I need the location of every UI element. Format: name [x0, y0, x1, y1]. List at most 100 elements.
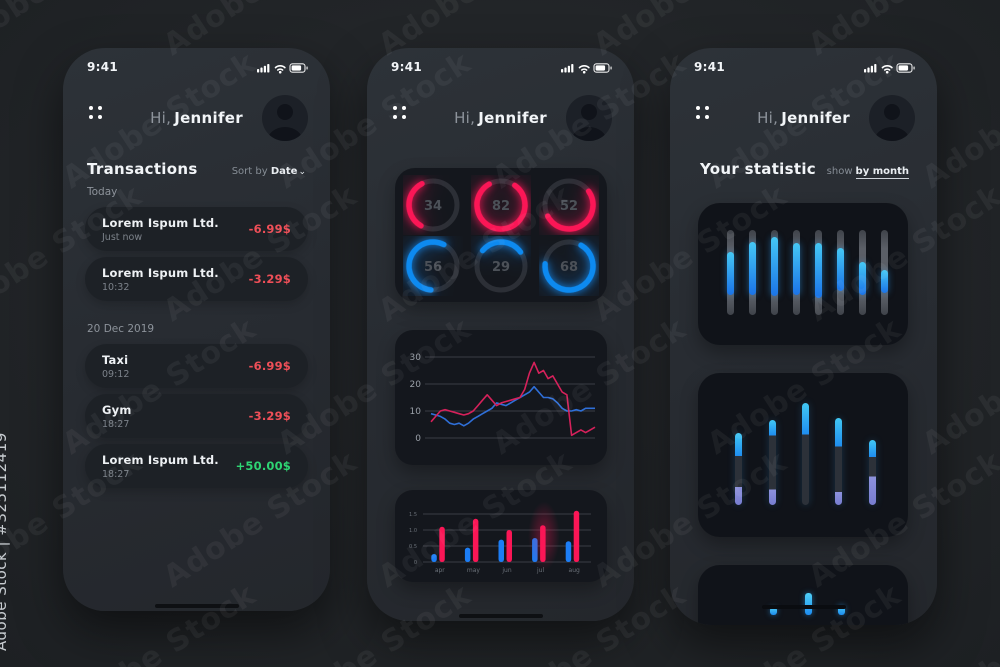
menu-icon[interactable] — [696, 106, 709, 119]
svg-text:0: 0 — [414, 560, 417, 566]
stock-id-watermark: Adobe Stock | #325112419 — [0, 432, 10, 651]
svg-text:20: 20 — [410, 380, 422, 390]
transaction-time: Just now — [102, 231, 143, 243]
svg-text:82: 82 — [492, 199, 510, 214]
gauge-52: 52 — [542, 177, 596, 232]
segment-bar-track — [748, 230, 756, 315]
svg-text:aug: aug — [569, 567, 580, 574]
svg-text:0: 0 — [415, 434, 421, 444]
segment-bars-card[interactable] — [698, 203, 908, 345]
transactions-section: 20 Dec 2019 Taxi 09:12 -6.99$ Gym 18:27 -3.29$… — [85, 323, 308, 488]
person-icon — [571, 104, 607, 141]
svg-text:1.5: 1.5 — [409, 512, 417, 518]
gauges-card[interactable]: 34 82 52 56 29 68 — [395, 168, 607, 302]
transactions-section: Today Lorem Ispum Ltd. Just now -6.99$ Lorem… — [85, 186, 308, 301]
mini-bar — [805, 593, 812, 615]
status-icons — [561, 59, 618, 78]
home-indicator[interactable] — [761, 605, 846, 609]
segment-bar-track — [814, 230, 822, 315]
gauge-grid: 34 82 52 56 29 68 — [399, 174, 603, 296]
segment-bar-fill — [770, 236, 778, 297]
transaction-item[interactable]: Taxi 09:12 -6.99$ — [85, 344, 308, 388]
segment-bar-track — [726, 230, 734, 315]
svg-text:apr: apr — [435, 567, 445, 574]
transaction-name: Gym — [102, 402, 132, 417]
signal-wifi-battery-icon — [864, 63, 915, 74]
transaction-name: Lorem Ispum Ltd. — [102, 452, 219, 467]
segment-bar-track — [770, 230, 778, 315]
segment-bar-fill — [726, 252, 734, 295]
transaction-item[interactable]: Lorem Ispum Ltd. 18:27 +50.00$ — [85, 444, 308, 488]
bar-chart: 1.5 1.0 0.5 0 apr may jun jul aug — [409, 510, 591, 574]
line-chart-card[interactable]: 30 20 10 0 — [395, 330, 607, 465]
phone-screen-transactions: 9:41 Hi, Jennifer Transactions Sort by Da… — [63, 48, 330, 611]
transaction-name: Taxi — [102, 352, 129, 367]
transaction-name: Lorem Ispum Ltd. — [102, 215, 219, 230]
avatar[interactable] — [869, 95, 915, 141]
svg-text:56: 56 — [424, 260, 442, 275]
svg-text:52: 52 — [560, 199, 578, 214]
transaction-name: Lorem Ispum Ltd. — [102, 265, 219, 280]
section-date-label: 20 Dec 2019 — [87, 323, 155, 335]
status-icons — [864, 59, 921, 78]
show-by-month-control[interactable]: show by month — [826, 166, 909, 179]
transaction-item[interactable]: Gym 18:27 -3.29$ — [85, 394, 308, 438]
transaction-time: 18:27 — [102, 468, 130, 480]
status-time: 9:41 — [694, 60, 726, 74]
transaction-info: Lorem Ispum Ltd. Just now — [102, 216, 219, 243]
svg-text:0.5: 0.5 — [409, 544, 417, 550]
transaction-time: 10:32 — [102, 281, 130, 293]
greeting: Hi, Jennifer — [757, 109, 850, 127]
transaction-time: 18:27 — [102, 418, 130, 430]
chevron-down-icon: ⌄ — [298, 167, 306, 177]
transaction-item[interactable]: Lorem Ispum Ltd. Just now -6.99$ — [85, 207, 308, 251]
segment-bar-track — [836, 230, 844, 315]
transaction-amount: +50.00$ — [235, 459, 291, 473]
segment-bar-fill — [836, 247, 844, 292]
svg-text:may: may — [467, 567, 481, 574]
segment-bar-track — [792, 230, 800, 315]
home-indicator[interactable] — [458, 614, 543, 618]
phone-screen-dashboard: 9:41 Hi, Jennifer 34 82 52 56 29 68 30 20 10 0 — [367, 48, 634, 621]
svg-text:29: 29 — [492, 260, 510, 275]
signal-wifi-battery-icon — [561, 63, 612, 74]
menu-icon[interactable] — [89, 106, 102, 119]
segment-bar-track — [858, 230, 866, 315]
mini-bar — [838, 605, 845, 615]
stacked-bar — [834, 418, 842, 505]
section-date-label: Today — [87, 186, 118, 198]
menu-icon[interactable] — [393, 106, 406, 119]
mini-bars-card[interactable] — [698, 565, 908, 625]
transaction-item[interactable]: Lorem Ispum Ltd. 10:32 -3.29$ — [85, 257, 308, 301]
status-time: 9:41 — [87, 60, 119, 74]
stacked-bar — [768, 420, 776, 505]
transactions-list: Today Lorem Ispum Ltd. Just now -6.99$ Lorem… — [85, 186, 308, 494]
transactions-title: Transactions — [87, 160, 198, 178]
transaction-amount: -6.99$ — [248, 222, 291, 236]
gauge-68: 68 — [542, 238, 596, 293]
segment-bar-fill — [748, 241, 756, 295]
segment-bar-fill — [814, 242, 822, 298]
sort-by-date-control[interactable]: Sort by Date⌄ — [231, 166, 306, 177]
greeting: Hi, Jennifer — [454, 109, 547, 127]
avatar[interactable] — [262, 95, 308, 141]
status-time: 9:41 — [391, 60, 423, 74]
svg-text:30: 30 — [410, 353, 422, 363]
transaction-info: Gym 18:27 — [102, 403, 132, 430]
stacked-bars-card[interactable] — [698, 373, 908, 537]
transaction-info: Taxi 09:12 — [102, 353, 129, 380]
avatar[interactable] — [566, 95, 612, 141]
bar-chart-card[interactable]: 1.5 1.0 0.5 0 apr may jun jul aug — [395, 490, 607, 582]
transaction-info: Lorem Ispum Ltd. 10:32 — [102, 266, 219, 293]
statistic-title: Your statistic — [700, 160, 816, 178]
svg-text:68: 68 — [560, 260, 578, 275]
line-chart: 30 20 10 0 — [410, 353, 596, 444]
person-icon — [267, 104, 303, 141]
segment-bar-fill — [880, 269, 888, 293]
gauge-29: 29 — [474, 238, 528, 293]
transaction-amount: -6.99$ — [248, 359, 291, 373]
home-indicator[interactable] — [154, 604, 239, 608]
phone-screen-statistic: 9:41 Hi, Jennifer Your statistic show by m… — [670, 48, 937, 625]
person-icon — [874, 104, 910, 141]
transaction-time: 09:12 — [102, 368, 130, 380]
